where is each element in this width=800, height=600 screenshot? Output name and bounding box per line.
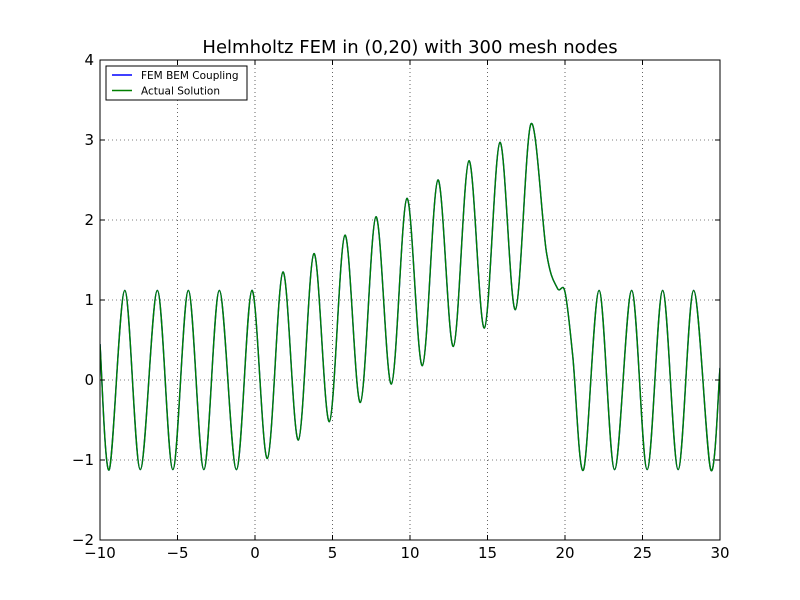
x-tick-label: 20 <box>555 544 574 562</box>
series-group <box>100 123 720 472</box>
chart-title: Helmholtz FEM in (0,20) with 300 mesh no… <box>202 37 617 58</box>
y-tick-label: 0 <box>84 371 94 389</box>
y-tick-label: 4 <box>84 51 94 69</box>
x-tick-label: 5 <box>328 544 338 562</box>
legend-box <box>105 65 248 101</box>
series-line-actual-solution <box>100 123 720 472</box>
y-tick-label: −2 <box>72 531 94 549</box>
y-tick-label: 3 <box>84 131 94 149</box>
legend: FEM BEM Coupling Actual Solution <box>105 65 248 101</box>
x-tick-label: 10 <box>400 544 419 562</box>
y-tick-label: −1 <box>72 451 94 469</box>
x-tick-label: −10 <box>84 544 116 562</box>
x-tick-label: 25 <box>633 544 652 562</box>
legend-label-fem-bem-coupling: FEM BEM Coupling <box>141 70 239 82</box>
x-tick-label: 15 <box>478 544 497 562</box>
x-tick-label: −5 <box>166 544 188 562</box>
x-tick-label: 0 <box>250 544 260 562</box>
x-tick-label: 30 <box>710 544 729 562</box>
legend-label-actual-solution: Actual Solution <box>141 85 220 97</box>
y-tick-label: 1 <box>84 291 94 309</box>
y-tick-label: 2 <box>84 211 94 229</box>
